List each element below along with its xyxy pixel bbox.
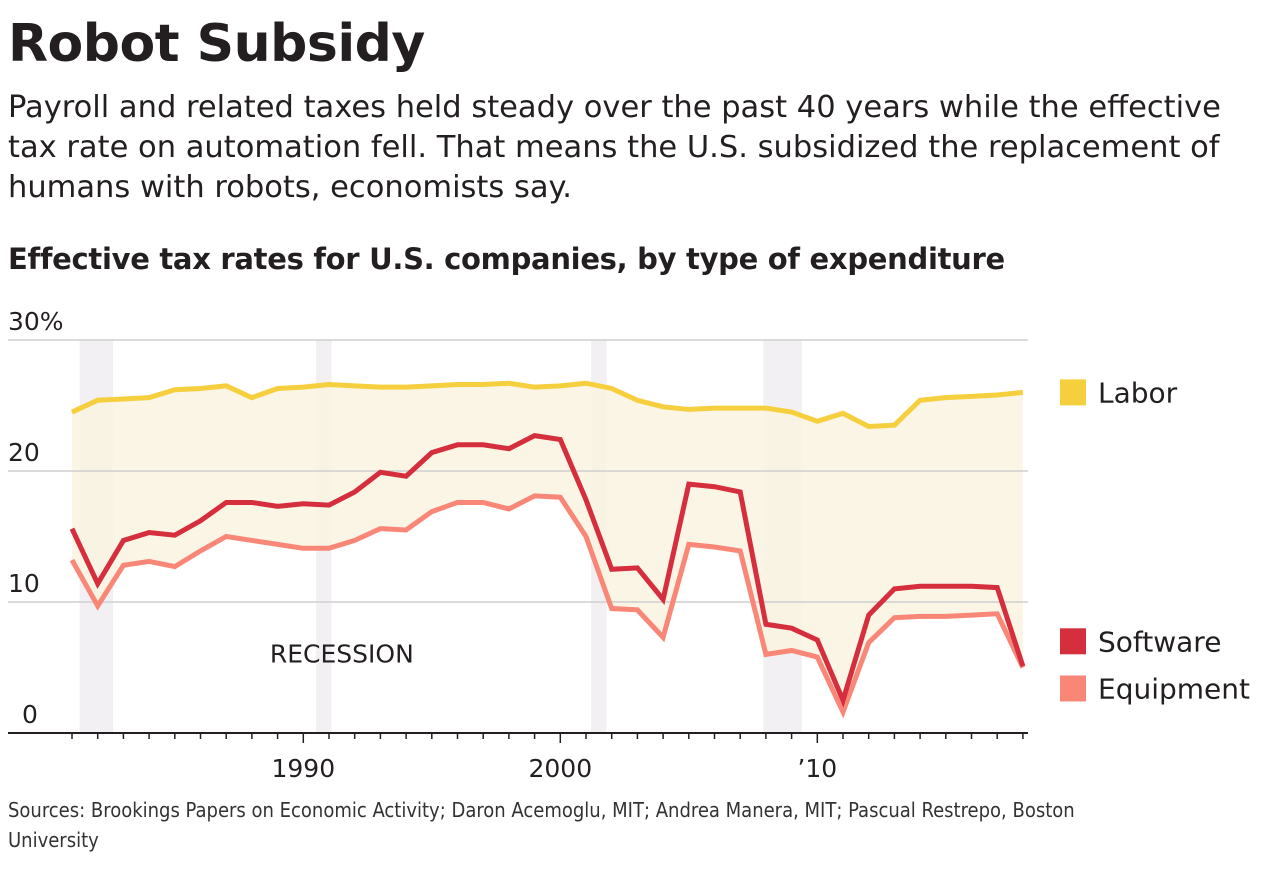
series-line-equipment [69, 493, 1026, 719]
legend: Labor Software Equipment [1060, 376, 1250, 705]
chart-title: Robot Subsidy [8, 14, 425, 74]
series-lines [69, 380, 1026, 719]
series-line-labor [70, 380, 1024, 429]
y-tick-label: 30% [8, 307, 64, 336]
legend-label-labor: Labor [1098, 376, 1178, 409]
y-tick-label: 0 [22, 700, 38, 729]
y-axis-labels: 0 10 20 30% [8, 307, 64, 729]
legend-swatch-labor [1060, 379, 1086, 406]
legend-swatch-software [1060, 628, 1086, 655]
shaded-area-group [72, 383, 1023, 713]
x-tick-label: 2000 [528, 754, 592, 783]
legend-swatch-equipment [1060, 675, 1086, 702]
y-tick-label: 20 [8, 438, 40, 467]
x-axis: 1990 2000 ’10 [8, 732, 1028, 783]
recession-annotation: RECESSION [270, 639, 414, 668]
shaded-area [72, 383, 1023, 713]
sources-note: Sources: Brookings Papers on Economic Ac… [8, 798, 1075, 852]
x-tick-label: ’10 [797, 754, 837, 783]
y-tick-label: 10 [8, 569, 40, 598]
legend-label-equipment: Equipment [1098, 672, 1250, 705]
series-line-software [69, 433, 1026, 708]
annotations: RECESSION [270, 639, 414, 668]
x-tick-label: 1990 [271, 754, 335, 783]
chart-dek: Payroll and related taxes held steady ov… [8, 90, 1221, 205]
gridlines [8, 339, 1028, 603]
line-chart: 1990 2000 ’10 0 10 20 30% RECESSION Labor Soft… [8, 307, 1250, 783]
legend-label-software: Software [1098, 625, 1221, 658]
chart-subhead: Effective tax rates for U.S. companies, … [8, 242, 1005, 276]
